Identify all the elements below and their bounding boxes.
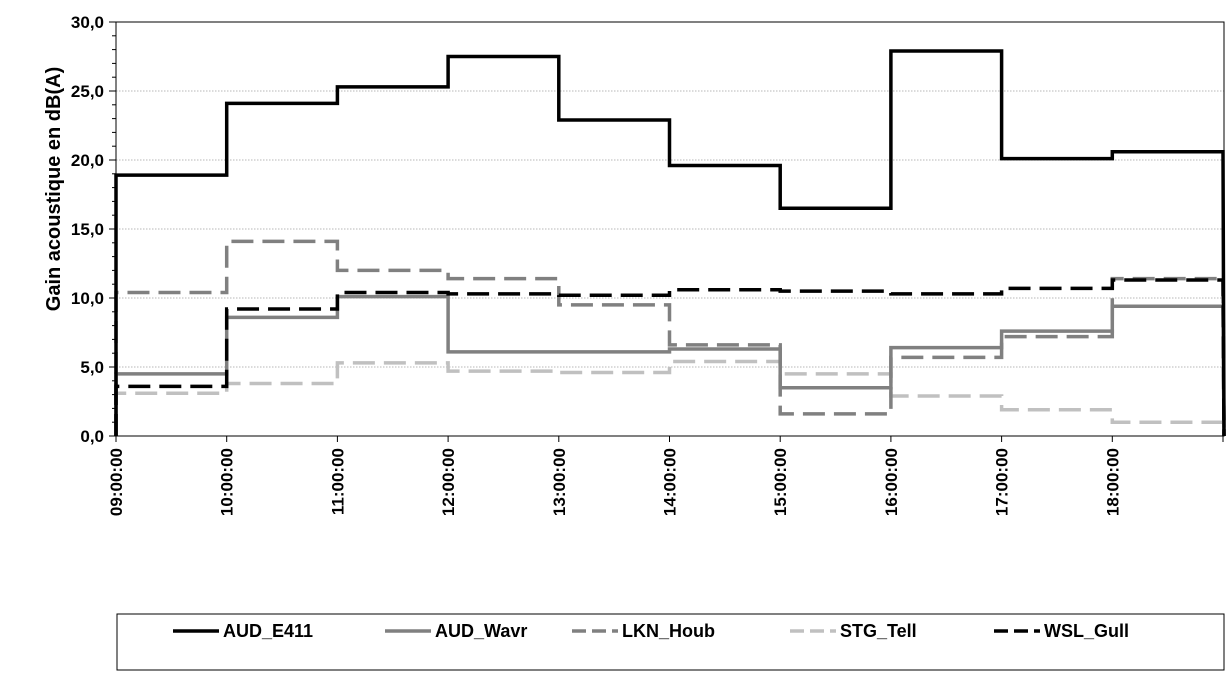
x-tick-label: 16:00:00 <box>882 448 901 516</box>
legend-label: WSL_Gull <box>1044 621 1129 641</box>
series-line-wsl-gull <box>114 278 1226 437</box>
series-line-aud-e411 <box>114 49 1226 437</box>
x-tick-label: 14:00:00 <box>661 448 680 516</box>
legend-label: LKN_Houb <box>622 621 715 641</box>
series-line-stg-tell <box>114 359 1226 437</box>
y-tick-label: 10,0 <box>71 289 104 308</box>
x-tick-label: 12:00:00 <box>439 448 458 516</box>
legend: AUD_E411 AUD_Wavr LKN_Houb STG_Tell WSL_Gull <box>116 613 1225 671</box>
series-line-lkn-houb <box>114 239 1226 437</box>
x-tick-label: 10:00:00 <box>218 448 237 516</box>
y-axis-title: Gain acoustique en dB(A) <box>43 67 65 311</box>
y-tick-label: 15,0 <box>71 220 104 239</box>
x-tick-label: 13:00:00 <box>550 448 569 516</box>
axes <box>109 21 1225 442</box>
x-tick-label: 09:00:00 <box>107 448 126 516</box>
y-tick-label: 25,0 <box>71 82 104 101</box>
legend-box <box>116 613 1225 671</box>
x-tick-label: 15:00:00 <box>771 448 790 516</box>
x-tick-label: 17:00:00 <box>993 448 1012 516</box>
x-tick-labels: 09:00:00 10:00:00 11:00:00 12:00:00 13:00:00… <box>107 448 1122 516</box>
y-tick-label: 5,0 <box>80 358 104 377</box>
y-tick-labels: 0,0 5,0 10,0 15,0 20,0 25,0 30,0 <box>71 13 104 446</box>
series-line-aud-wavr <box>114 294 1226 437</box>
x-tick-label: 18:00:00 <box>1103 448 1122 516</box>
legend-label: AUD_E411 <box>223 621 313 641</box>
x-tick-label: 11:00:00 <box>328 448 347 515</box>
legend-label: STG_Tell <box>840 621 917 641</box>
y-tick-label: 0,0 <box>80 427 104 446</box>
y-tick-label: 30,0 <box>71 13 104 32</box>
legend-label: AUD_Wavr <box>435 621 527 641</box>
series-group <box>114 49 1226 437</box>
y-tick-label: 20,0 <box>71 151 104 170</box>
